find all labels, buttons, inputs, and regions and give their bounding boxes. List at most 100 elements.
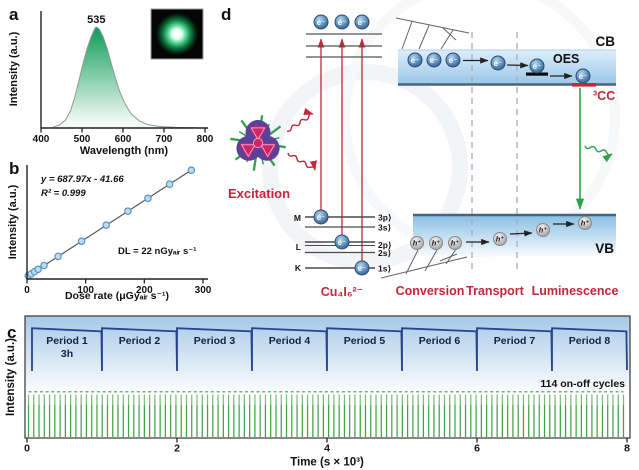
svg-text:e⁻: e⁻: [449, 56, 458, 65]
x-tick-label: 800: [197, 134, 214, 145]
x-tick-label: 0: [24, 285, 30, 296]
excitation-label: Excitation: [228, 186, 290, 201]
emission-curve-fill: [53, 27, 197, 128]
radiation-source-icon: [230, 115, 286, 171]
data-point: [102, 221, 111, 230]
hole: h⁺: [493, 232, 507, 246]
hole: h⁺: [536, 223, 550, 237]
scatter-points: [24, 166, 196, 280]
x-tick-label: 200: [136, 285, 153, 296]
x-tick-label: 8: [624, 443, 630, 455]
electron: e⁻: [490, 55, 506, 71]
data-point: [124, 207, 132, 216]
svg-text:h⁺: h⁺: [451, 239, 460, 248]
panel-d-label: d: [221, 5, 232, 24]
y-axis-title: Intensity (a.u.): [8, 31, 20, 106]
panel-b-linearity: 0 100 200 300 y = 687.97x - 41.66 R² = 0.999 D…: [7, 165, 212, 302]
x-tick-label: 500: [74, 134, 91, 145]
hole: h⁺: [410, 236, 424, 250]
state-label: 2s⟩: [378, 248, 391, 258]
fit-equation: y = 687.97x - 41.66: [40, 174, 124, 185]
svg-text:e⁻: e⁻: [317, 18, 326, 27]
oes-label: OES: [553, 52, 579, 66]
panel-b-label: b: [9, 159, 20, 178]
peak-annotation: 535: [87, 14, 105, 26]
transfer-arrow: [509, 230, 533, 237]
panel-a-spectrum: 400 500 600 700 800 535 Wavelength (nm) Intensi…: [8, 8, 214, 157]
svg-text:h⁺: h⁺: [539, 226, 548, 235]
shell-label: K: [295, 263, 302, 273]
state-label: 1s⟩: [378, 264, 391, 274]
electron: e⁻: [575, 68, 591, 84]
electron: e⁻: [529, 58, 545, 74]
cb-label: CB: [596, 34, 616, 49]
vb-label: VB: [595, 241, 614, 256]
x-axis-title: Time (s × 10³): [290, 457, 364, 469]
svg-text:h⁺: h⁺: [413, 239, 422, 248]
data-point: [54, 252, 62, 261]
transfer-arrow: [506, 62, 529, 69]
period-label: Period 3: [194, 335, 236, 347]
svg-text:h⁺: h⁺: [581, 219, 590, 228]
period-label: Period 5: [344, 335, 386, 347]
x-tick-label: 6: [474, 443, 480, 455]
svg-text:h⁺: h⁺: [432, 239, 441, 248]
data-point: [77, 237, 86, 246]
period-label: Period 6: [419, 335, 461, 347]
x-tick-label: 300: [195, 285, 212, 296]
svg-text:e⁻: e⁻: [358, 264, 367, 273]
x-tick-label: 0: [24, 443, 30, 455]
state-label: 3s⟩: [378, 223, 391, 233]
cc-level-bar: [572, 83, 596, 87]
electron: e⁻: [334, 234, 350, 250]
process-label-conversion: Conversion: [396, 284, 465, 298]
carrier-cascade-lines: [380, 17, 470, 279]
period-label: Period 7: [494, 335, 536, 347]
data-point: [165, 180, 174, 189]
panel-c-label: c: [7, 323, 17, 342]
hole: h⁺: [448, 236, 462, 250]
y-axis-title: Intensity (a.u.): [5, 338, 17, 416]
material-label: Cu₄I₆²⁻: [321, 285, 364, 299]
period-duration-label: 3h: [61, 348, 73, 360]
inset-luminescence-photo: [150, 8, 204, 60]
photon-squiggle-arrow: [584, 145, 613, 163]
electron: e⁻: [407, 52, 423, 68]
data-point: [34, 265, 42, 274]
shell-label: L: [296, 242, 301, 252]
hole: h⁺: [578, 216, 592, 230]
oes-level-bar: [526, 72, 548, 76]
svg-text:h⁺: h⁺: [496, 235, 505, 244]
period-label: Period 8: [569, 335, 611, 347]
green-glow: [155, 12, 199, 56]
state-label: 2p⟩: [378, 240, 392, 250]
photon-squiggle-arrow: [287, 152, 318, 171]
x-tick-label: 100: [77, 285, 94, 296]
svg-text:e⁻: e⁻: [338, 238, 347, 247]
cc-label: ³CC: [593, 89, 615, 103]
cycles-annotation: 114 on-off cycles: [540, 378, 625, 390]
svg-text:e⁻: e⁻: [494, 59, 503, 68]
photon-squiggle-arrow: [286, 107, 314, 132]
svg-text:e⁻: e⁻: [411, 56, 420, 65]
electron: e⁻: [313, 14, 329, 30]
process-label-transport: Transport: [466, 284, 524, 298]
x-tick-label: 4: [324, 443, 330, 455]
svg-text:e⁻: e⁻: [430, 56, 439, 65]
emission-curve: [53, 26, 197, 129]
xray-on-trace: [31, 327, 628, 372]
period-label: Period 4: [269, 335, 311, 347]
x-tick-label: 600: [115, 134, 132, 145]
x-axis-title: Wavelength (nm): [80, 145, 169, 157]
y-axis-title: Intensity (a.u.): [7, 184, 19, 259]
hole: h⁺: [429, 236, 443, 250]
on-off-cycles-comb: [27, 394, 625, 437]
x-tick-label: 400: [33, 134, 50, 145]
svg-text:e⁻: e⁻: [338, 18, 347, 27]
electron: e⁻: [354, 14, 370, 30]
data-point: [40, 261, 48, 270]
x-tick-label: 700: [156, 134, 173, 145]
r-squared: R² = 0.999: [41, 188, 86, 199]
panel-d-mechanism-diagram: e⁻ e⁻ e⁻ 3p⟩3s⟩ 2p⟩2s⟩ 1s⟩ M L Ke⁻ e⁻ e⁻ Excitation…: [228, 0, 620, 299]
electron: e⁻: [313, 209, 329, 225]
